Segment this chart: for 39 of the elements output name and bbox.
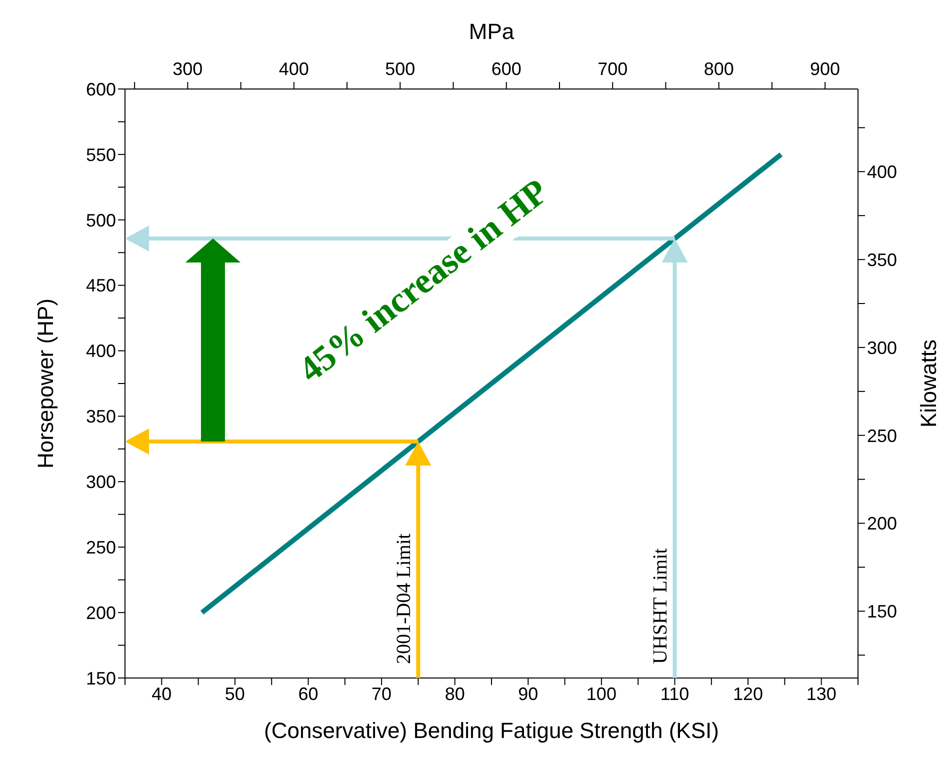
- y2-tick-label: 250: [867, 426, 898, 446]
- x2-tick-label: 900: [810, 59, 840, 79]
- y-tick-label: 150: [86, 668, 116, 688]
- ref-line-label: 2001-D04 Limit: [392, 533, 415, 664]
- x-tick-label: 40: [152, 684, 172, 704]
- y-tick-label: 550: [86, 144, 116, 165]
- x-tick-label: 120: [733, 684, 764, 704]
- x2-axis-title: MPa: [468, 19, 515, 44]
- x2-tick-label: 500: [385, 59, 416, 79]
- y2-tick-label: 400: [867, 162, 898, 182]
- y-tick-label: 250: [86, 538, 116, 558]
- x-tick-label: 110: [660, 684, 690, 704]
- y-tick-label: 600: [86, 79, 116, 100]
- y2-tick-label: 150: [867, 602, 898, 622]
- x2-tick-label: 600: [491, 59, 522, 79]
- y2-tick-label: 300: [867, 338, 898, 358]
- x-axis-title: (Conservative) Bending Fatigue Strength (KSI): [264, 718, 719, 743]
- x-tick-label: 60: [298, 684, 318, 704]
- ref-line-label: UHSHT Limit: [649, 548, 672, 664]
- y-tick-label: 300: [86, 472, 116, 492]
- x2-tick-label: 400: [278, 59, 309, 79]
- x2-tick-label: 300: [172, 59, 203, 79]
- x-tick-label: 50: [224, 684, 245, 704]
- y2-tick-label: 350: [867, 250, 898, 270]
- y-tick-label: 450: [86, 276, 116, 296]
- y2-axis-title: Kilowatts: [916, 339, 941, 428]
- x-tick-label: 100: [586, 684, 616, 704]
- x-tick-label: 130: [806, 684, 836, 704]
- y-axis-title: Horsepower (HP): [32, 298, 58, 468]
- x-tick-label: 70: [372, 684, 392, 704]
- y-tick-label: 200: [86, 602, 116, 623]
- x2-tick-label: 800: [704, 59, 734, 79]
- y-tick-label: 500: [86, 210, 116, 230]
- y-tick-label: 350: [86, 406, 116, 427]
- x-tick-label: 90: [518, 684, 538, 704]
- y2-tick-label: 200: [867, 514, 898, 534]
- x2-tick-label: 700: [598, 59, 628, 79]
- x-tick-label: 80: [444, 684, 465, 704]
- y-tick-label: 400: [86, 341, 116, 362]
